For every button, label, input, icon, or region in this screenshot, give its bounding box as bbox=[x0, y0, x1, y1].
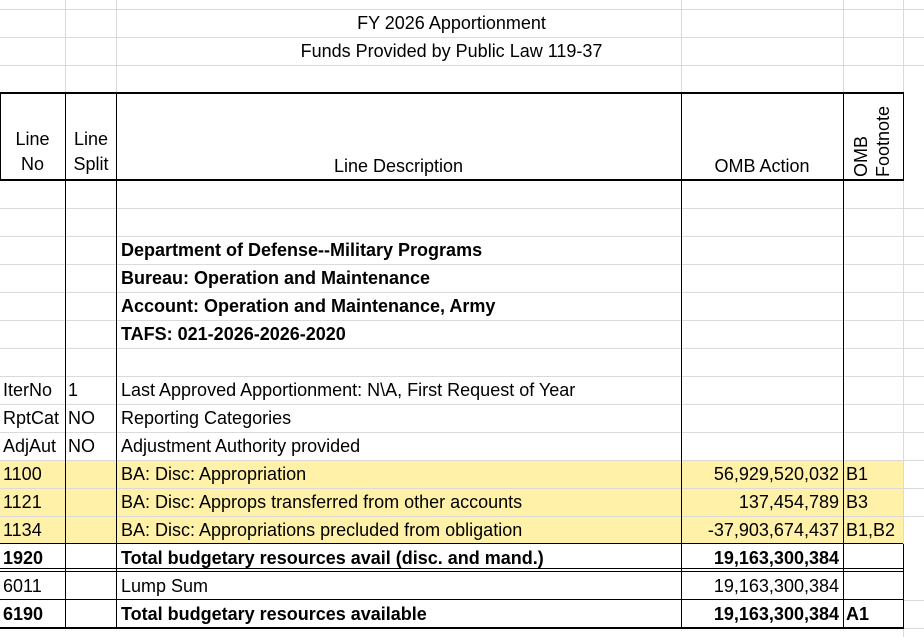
rule bbox=[0, 599, 903, 600]
highlight bbox=[0, 460, 903, 488]
footnote: B1,B2 bbox=[846, 520, 896, 540]
footnote: B1 bbox=[846, 464, 869, 484]
omb-action: 56,929,520,032 bbox=[713, 464, 839, 484]
agency-line: Bureau: Operation and Maintenance bbox=[121, 268, 431, 288]
rule bbox=[116, 0, 117, 92]
rule bbox=[0, 432, 924, 433]
agency-line: Department of Defense--Military Programs bbox=[121, 240, 483, 260]
rule bbox=[0, 292, 924, 293]
rule bbox=[0, 179, 903, 181]
rule bbox=[843, 0, 844, 92]
rule bbox=[0, 488, 924, 489]
rule bbox=[0, 568, 903, 569]
rule bbox=[0, 37, 924, 38]
line-no: 6190 bbox=[3, 604, 44, 624]
rule bbox=[0, 92, 1, 180]
omb-action: 19,163,300,384 bbox=[713, 604, 839, 624]
rule bbox=[65, 0, 66, 92]
col-header: OMB Action bbox=[714, 156, 810, 176]
highlight bbox=[0, 516, 903, 544]
footnote: B3 bbox=[846, 492, 869, 512]
line-no: 1920 bbox=[3, 548, 44, 568]
rule bbox=[0, 9, 924, 10]
line-no: 1100 bbox=[3, 464, 42, 484]
line-description: Lump Sum bbox=[121, 576, 209, 596]
omb-action: 19,163,300,384 bbox=[713, 576, 839, 596]
rule bbox=[0, 543, 903, 544]
rule bbox=[0, 348, 924, 349]
line-description: BA: Disc: Approps transferred from other… bbox=[121, 492, 523, 512]
rule bbox=[0, 208, 924, 209]
rule bbox=[0, 264, 924, 265]
info-text: Reporting Categories bbox=[121, 408, 292, 428]
omb-action: 19,163,300,384 bbox=[713, 548, 839, 568]
rule bbox=[0, 460, 924, 461]
line-description: BA: Disc: Appropriations precluded from … bbox=[121, 520, 523, 540]
info-label: AdjAut bbox=[3, 436, 57, 456]
info-label: IterNo bbox=[3, 380, 53, 400]
rule bbox=[903, 92, 904, 637]
rule bbox=[116, 92, 117, 629]
col-header: Line No bbox=[15, 129, 50, 174]
omb-action: -37,903,674,437 bbox=[707, 520, 839, 540]
info-value: 1 bbox=[68, 380, 79, 400]
rule bbox=[681, 0, 682, 92]
info-text: Adjustment Authority provided bbox=[121, 436, 361, 456]
col-header: Line Description bbox=[333, 156, 464, 176]
rule bbox=[681, 92, 682, 629]
highlight bbox=[0, 488, 903, 516]
rule bbox=[903, 92, 904, 181]
rule bbox=[0, 65, 924, 66]
line-no: 1121 bbox=[3, 492, 42, 512]
rule bbox=[903, 600, 924, 601]
info-label: RptCat bbox=[3, 408, 60, 428]
rule bbox=[0, 320, 924, 321]
rule bbox=[903, 544, 904, 629]
rule bbox=[903, 0, 904, 92]
rule bbox=[0, 376, 924, 377]
footnote: A1 bbox=[846, 604, 870, 624]
line-description: BA: Disc: Appropriation bbox=[121, 464, 307, 484]
agency-line: TAFS: 021-2026-2026-2020 bbox=[121, 324, 346, 344]
rule bbox=[65, 92, 66, 629]
info-value: NO bbox=[68, 436, 95, 456]
col-header: Line Split bbox=[73, 129, 109, 174]
info-text: Last Approved Apportionment: N\A, First … bbox=[121, 380, 576, 400]
line-no: 1134 bbox=[3, 520, 42, 540]
agency-line: Account: Operation and Maintenance, Army bbox=[121, 296, 496, 316]
title: FY 2026 Apportionment bbox=[357, 13, 546, 33]
rule bbox=[0, 92, 903, 94]
rule bbox=[0, 627, 903, 629]
rule bbox=[0, 571, 903, 572]
rule bbox=[0, 236, 924, 237]
subtitle: Funds Provided by Public Law 119-37 bbox=[300, 41, 603, 61]
line-description: Total budgetary resources available bbox=[121, 604, 427, 624]
rule bbox=[0, 404, 924, 405]
rule bbox=[843, 92, 844, 629]
omb-action: 137,454,789 bbox=[738, 492, 839, 512]
col-header: OMB Footnote bbox=[851, 105, 893, 177]
line-no: 6011 bbox=[3, 576, 42, 596]
rule bbox=[0, 516, 924, 517]
info-value: NO bbox=[68, 408, 95, 428]
line-description: Total budgetary resources avail (disc. a… bbox=[121, 548, 544, 568]
